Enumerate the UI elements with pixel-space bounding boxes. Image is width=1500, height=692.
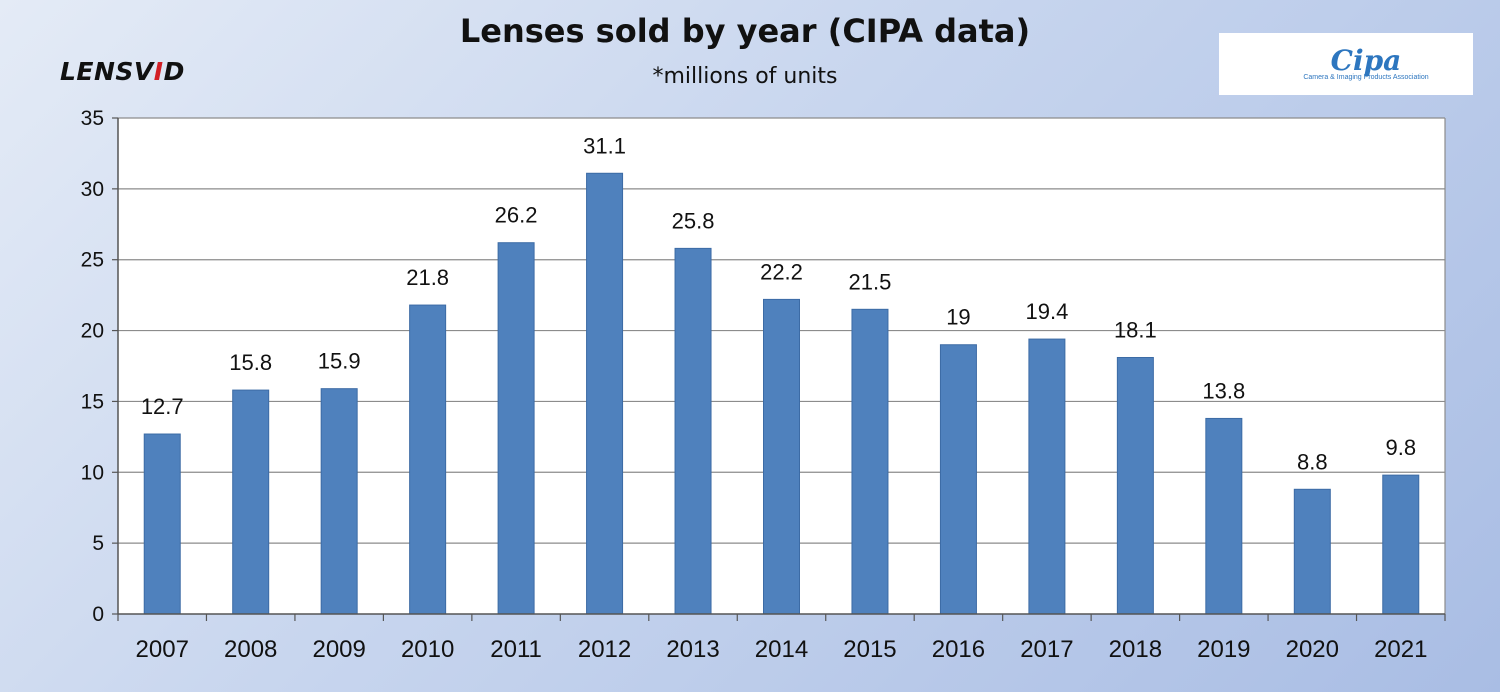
y-tick-label: 15 — [81, 390, 104, 413]
data-label-2009: 15.9 — [318, 349, 361, 374]
org-logo-text: Camera & Imaging Products Association — [1303, 73, 1429, 81]
x-tick-label-2019: 2019 — [1197, 636, 1250, 663]
data-labels: 12.7 15.8 15.9 21.8 26.2 31.1 25.8 22.2 21.5 19 19… — [141, 133, 1416, 474]
bar-2009 — [320, 388, 358, 615]
bar-2007 — [143, 433, 181, 615]
bar-2014 — [763, 298, 800, 615]
chart-title: Lenses sold by year (CIPA data) — [459, 12, 1031, 50]
axes: 0 5 10 15 20 25 30 35 2007 2008 2009 2010 2011 2012 20… — [81, 107, 1446, 663]
x-tick-label-2007: 2007 — [136, 636, 189, 663]
x-tick-label-2017: 2017 — [1020, 636, 1073, 663]
x-tick-label-2020: 2020 — [1286, 636, 1339, 663]
org-logo: Cipa Camera & Imaging Products Associati… — [1219, 33, 1473, 95]
x-tick-label-2021: 2021 — [1374, 636, 1427, 663]
data-label-2020: 8.8 — [1297, 449, 1328, 474]
bar-2011 — [497, 242, 535, 615]
x-tick-label-2016: 2016 — [932, 636, 985, 663]
bars — [143, 172, 1420, 615]
data-label-2008: 15.8 — [229, 350, 272, 375]
y-tick-label: 35 — [81, 107, 104, 130]
bar-2010 — [409, 304, 447, 615]
bar-2012 — [586, 172, 624, 615]
x-tick-label-2015: 2015 — [843, 636, 896, 663]
x-tick-label-2013: 2013 — [666, 636, 719, 663]
bar-2019 — [1205, 417, 1243, 615]
data-label-2012: 31.1 — [583, 133, 626, 158]
bar-2015 — [851, 308, 889, 615]
y-tick-label: 25 — [81, 249, 104, 272]
bar-2018 — [1116, 356, 1154, 615]
data-label-2019: 13.8 — [1202, 378, 1245, 403]
data-label-2013: 25.8 — [672, 208, 715, 233]
y-tick-label: 10 — [81, 461, 104, 484]
data-label-2021: 9.8 — [1385, 435, 1416, 460]
y-tick-label: 5 — [92, 532, 104, 555]
bar-2017 — [1028, 338, 1066, 615]
data-label-2015: 21.5 — [849, 269, 892, 294]
x-tick-label-2012: 2012 — [578, 636, 631, 663]
brand-logo: LENSVID — [60, 57, 185, 86]
data-label-2007: 12.7 — [141, 394, 184, 419]
bar-2008 — [232, 389, 270, 615]
brand-logo-accent: I — [153, 57, 164, 86]
chart-subtitle: *millions of units — [652, 64, 838, 89]
x-tick-label-2018: 2018 — [1109, 636, 1162, 663]
bar-2013 — [674, 247, 712, 615]
data-label-2014: 22.2 — [760, 259, 803, 284]
bar-2020 — [1293, 488, 1331, 615]
data-label-2016: 19 — [946, 305, 970, 330]
bar-2016 — [939, 344, 977, 615]
x-tick-label-2009: 2009 — [312, 636, 365, 663]
y-tick-label: 30 — [81, 178, 104, 201]
org-logo-mark: Cipa — [1330, 43, 1402, 77]
brand-logo-part1: LENSV — [60, 57, 154, 86]
x-tick-label-2011: 2011 — [490, 636, 542, 663]
brand-logo-part3: D — [163, 57, 185, 86]
y-tick-label: 20 — [81, 320, 104, 343]
data-label-2011: 26.2 — [495, 203, 538, 228]
x-tick-label-2008: 2008 — [224, 636, 277, 663]
x-tick-label-2014: 2014 — [755, 636, 808, 663]
y-tick-label: 0 — [92, 603, 104, 626]
data-label-2017: 19.4 — [1025, 299, 1068, 324]
data-label-2018: 18.1 — [1114, 317, 1157, 342]
x-tick-label-2010: 2010 — [401, 636, 454, 663]
data-label-2010: 21.8 — [406, 265, 449, 290]
bar-2021 — [1382, 474, 1420, 615]
